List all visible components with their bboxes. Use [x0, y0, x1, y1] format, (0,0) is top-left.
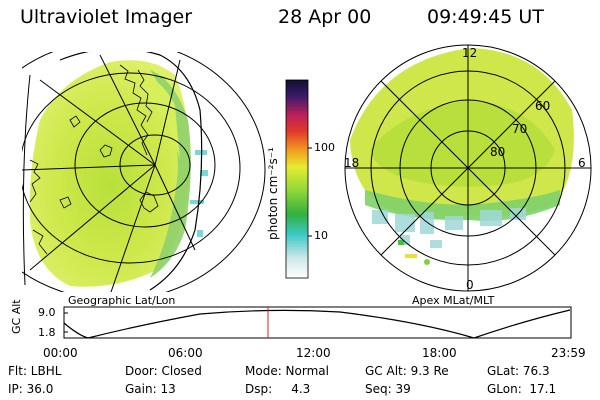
gain-readout: Gain: 13 [125, 382, 176, 396]
colorbar-unit-label: photon cm⁻²s⁻¹ [266, 147, 280, 240]
dsp-readout: Dsp: 4.3 [245, 382, 311, 396]
mlt-label-0: 0 [466, 278, 474, 292]
colorbar-scale [285, 79, 309, 279]
gc-alt-readout: GC Alt: 9.3 Re [365, 364, 449, 378]
seq-readout: Seq: 39 [365, 382, 411, 396]
instrument-title: Ultraviolet Imager [20, 6, 193, 28]
glat-readout: GLat: 76.3 [487, 364, 550, 378]
time-label: 09:49:45 UT [427, 6, 544, 28]
colorbar-tick-10: 10 [314, 229, 328, 242]
colorbar-tick-100: 100 [314, 141, 335, 154]
time-tick-0000: 00:00 [43, 346, 78, 360]
lat-label-60: 60 [535, 99, 551, 113]
coastlines [29, 64, 159, 255]
time-tick-0600: 06:00 [168, 346, 203, 360]
geographic-image [22, 52, 266, 292]
altitude-curve [63, 309, 571, 339]
date-label: 28 Apr 00 [278, 6, 372, 28]
time-tick-1800: 18:00 [422, 346, 457, 360]
time-tick-1200: 12:00 [296, 346, 331, 360]
altitude-axis-label: GC Alt [10, 299, 23, 334]
mlt-label-18: 18 [344, 156, 360, 170]
ip-readout: IP: 36.0 [8, 382, 54, 396]
lat-label-70: 70 [512, 122, 528, 136]
mode-readout: Mode: Normal [245, 364, 329, 378]
door-readout: Door: Closed [125, 364, 202, 378]
glon-readout: GLon: 17.1 [487, 382, 557, 396]
alt-tick-9: 9.0 [38, 306, 56, 319]
time-tick-2359: 23:59 [551, 346, 586, 360]
geographic-label: Geographic Lat/Lon [68, 294, 176, 307]
polar-grid [344, 44, 592, 292]
alt-tick-1-8: 1.8 [38, 326, 56, 339]
mlt-label-12: 12 [462, 46, 478, 60]
mlt-label-6: 6 [578, 156, 586, 170]
apex-label: Apex MLat/MLT [412, 294, 495, 307]
lat-label-80: 80 [490, 145, 506, 159]
polar-image [350, 48, 574, 265]
filter-readout: Flt: LBHL [8, 364, 62, 378]
